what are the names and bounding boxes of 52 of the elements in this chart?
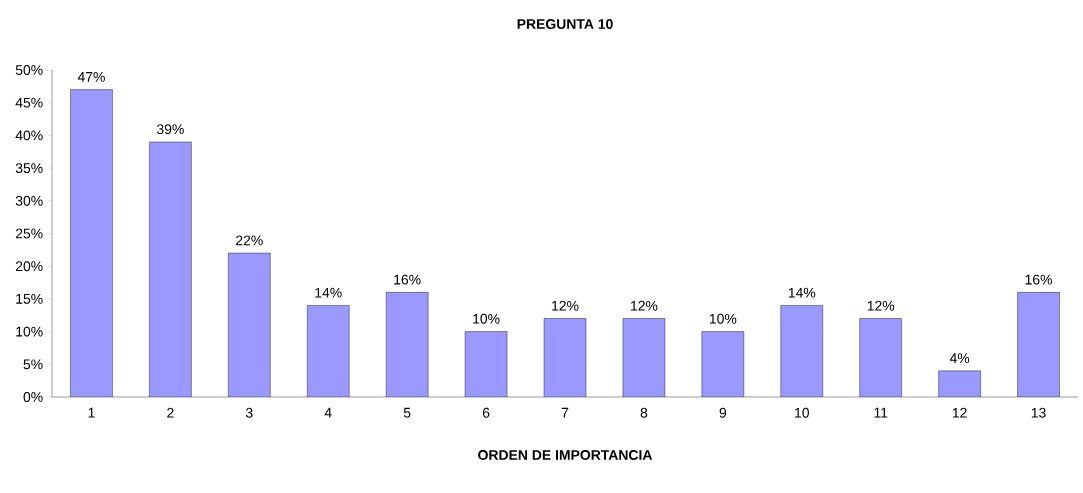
bar: [149, 141, 192, 397]
y-tick-label: 25%: [15, 228, 43, 239]
x-tick-label: 3: [245, 407, 253, 418]
y-tick-label: 30%: [15, 195, 43, 206]
data-label: 14%: [788, 287, 816, 298]
y-tick-label: 35%: [15, 163, 43, 174]
y-tick-label: 20%: [15, 261, 43, 272]
bar: [701, 331, 744, 397]
x-tick-label: 10: [795, 407, 809, 418]
data-label: 12%: [552, 300, 579, 311]
x-tick-label: 7: [561, 407, 569, 418]
x-tick-label: 8: [640, 407, 648, 418]
bar: [307, 305, 350, 397]
data-label: 22%: [236, 235, 263, 246]
bar: [938, 370, 981, 397]
data-label: 16%: [394, 274, 421, 285]
data-label: 4%: [949, 353, 970, 363]
data-label: 10%: [473, 313, 500, 324]
y-tick-label: 10%: [16, 326, 43, 337]
data-label: 12%: [631, 300, 658, 311]
bar: [859, 318, 902, 397]
bar: [1017, 292, 1060, 397]
bar: [70, 89, 113, 397]
data-label: 39%: [156, 124, 184, 135]
data-label: 14%: [315, 287, 342, 298]
bar: [544, 318, 587, 397]
x-tick-label: 4: [324, 407, 332, 418]
y-tick-label: 0%: [23, 392, 43, 402]
x-tick-label: 1: [88, 407, 95, 418]
data-label: 12%: [867, 300, 895, 311]
x-tick-label: 11: [874, 407, 888, 418]
bar: [228, 253, 271, 397]
data-label: 10%: [709, 313, 737, 324]
bar: [622, 318, 665, 397]
x-tick-label: 9: [719, 407, 727, 418]
data-label: 47%: [77, 72, 105, 82]
y-tick-label: 50%: [15, 65, 43, 75]
data-label: 16%: [1025, 274, 1053, 285]
y-tick-label: 45%: [15, 97, 43, 108]
y-tick-label: 5%: [23, 359, 43, 370]
x-axis-title: ORDEN DE IMPORTANCIA: [478, 450, 653, 460]
x-tick-label: 5: [403, 407, 411, 418]
chart-title: PREGUNTA 10: [517, 19, 613, 29]
y-tick-label: 15%: [16, 293, 43, 304]
x-tick-label: 12: [952, 407, 967, 418]
bar: [465, 331, 508, 397]
x-tick-label: 13: [1031, 407, 1046, 418]
bar: [386, 292, 429, 397]
x-tick-label: 2: [167, 407, 174, 418]
y-tick-label: 40%: [15, 130, 43, 141]
x-tick-label: 6: [482, 407, 490, 418]
bar: [780, 305, 823, 397]
